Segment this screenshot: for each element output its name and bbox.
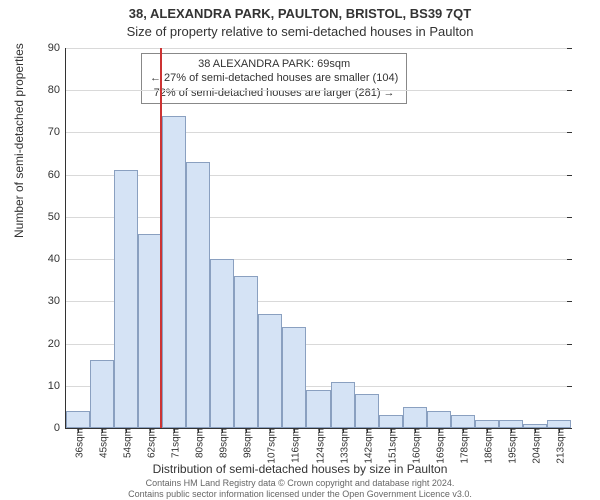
y-tick-label: 30 [48, 295, 66, 307]
x-tick-label: 195sqm [503, 428, 518, 464]
x-tick-mark [222, 428, 223, 433]
annotation-line-2: ← 27% of semi-detached houses are smalle… [150, 71, 398, 85]
x-tick-label: 151sqm [383, 428, 398, 464]
footer-line-2: Contains public sector information licen… [0, 489, 600, 500]
bar [258, 314, 282, 428]
y-tick-mark [567, 217, 572, 218]
x-tick-mark [102, 428, 103, 433]
x-tick-mark [294, 428, 295, 433]
y-tick-mark [567, 90, 572, 91]
x-tick-mark [150, 428, 151, 433]
x-tick-mark [319, 428, 320, 433]
y-tick-label: 40 [48, 253, 66, 265]
bar [66, 411, 90, 428]
bar [427, 411, 451, 428]
x-tick-label: 116sqm [287, 428, 302, 463]
bar [451, 415, 475, 428]
bar [138, 234, 162, 428]
x-tick-mark [270, 428, 271, 433]
x-tick-mark [511, 428, 512, 433]
grid-line [66, 132, 571, 133]
y-tick-label: 10 [48, 380, 66, 392]
annotation-line-3: 72% of semi-detached houses are larger (… [150, 86, 398, 100]
y-tick-mark [567, 428, 572, 429]
x-tick-mark [174, 428, 175, 433]
bar [306, 390, 330, 428]
x-tick-label: 107sqm [263, 428, 278, 464]
chart-title-2: Size of property relative to semi-detach… [0, 24, 600, 39]
y-tick-label: 70 [48, 126, 66, 138]
bar [499, 420, 523, 428]
plot-area: 38 ALEXANDRA PARK: 69sqm ← 27% of semi-d… [65, 48, 571, 429]
bar [547, 420, 571, 428]
grid-line [66, 90, 571, 91]
x-tick-mark [559, 428, 560, 433]
y-tick-mark [567, 132, 572, 133]
grid-line [66, 48, 571, 49]
x-tick-mark [535, 428, 536, 433]
bar [162, 116, 186, 428]
annotation-box: 38 ALEXANDRA PARK: 69sqm ← 27% of semi-d… [141, 53, 407, 104]
chart-title-1: 38, ALEXANDRA PARK, PAULTON, BRISTOL, BS… [0, 6, 600, 21]
bar [355, 394, 379, 428]
x-tick-mark [246, 428, 247, 433]
y-tick-label: 90 [48, 42, 66, 54]
x-tick-mark [126, 428, 127, 433]
x-tick-mark [367, 428, 368, 433]
bar [234, 276, 258, 428]
bar [282, 327, 306, 428]
y-tick-mark [567, 48, 572, 49]
x-tick-label: 213sqm [551, 428, 566, 464]
x-tick-mark [343, 428, 344, 433]
y-axis-label: Number of semi-detached properties [12, 43, 26, 238]
x-tick-mark [439, 428, 440, 433]
x-tick-label: 204sqm [527, 428, 542, 464]
x-tick-mark [463, 428, 464, 433]
footer-line-1: Contains HM Land Registry data © Crown c… [0, 478, 600, 489]
bar [379, 415, 403, 428]
y-tick-mark [567, 301, 572, 302]
chart-container: 38, ALEXANDRA PARK, PAULTON, BRISTOL, BS… [0, 0, 600, 500]
x-tick-mark [78, 428, 79, 433]
footer: Contains HM Land Registry data © Crown c… [0, 478, 600, 500]
bar [403, 407, 427, 428]
y-tick-label: 50 [48, 211, 66, 223]
x-tick-label: 160sqm [407, 428, 422, 464]
x-tick-mark [487, 428, 488, 433]
y-tick-mark [567, 175, 572, 176]
bar [331, 382, 355, 428]
y-tick-label: 0 [54, 422, 66, 434]
bar [186, 162, 210, 428]
y-tick-mark [567, 386, 572, 387]
x-tick-mark [391, 428, 392, 433]
grid-line [66, 175, 571, 176]
x-tick-label: 142sqm [359, 428, 374, 464]
x-tick-label: 186sqm [479, 428, 494, 464]
x-tick-label: 133sqm [335, 428, 350, 464]
y-tick-mark [567, 259, 572, 260]
x-tick-mark [198, 428, 199, 433]
x-tick-label: 124sqm [311, 428, 326, 464]
x-tick-label: 169sqm [431, 428, 446, 464]
bar [90, 360, 114, 428]
y-tick-label: 80 [48, 84, 66, 96]
x-tick-mark [415, 428, 416, 433]
x-axis-label: Distribution of semi-detached houses by … [0, 462, 600, 476]
grid-line [66, 217, 571, 218]
y-tick-mark [567, 344, 572, 345]
bar [475, 420, 499, 428]
x-tick-label: 178sqm [455, 428, 470, 464]
bar [114, 170, 138, 428]
bar [210, 259, 234, 428]
annotation-line-1: 38 ALEXANDRA PARK: 69sqm [150, 57, 398, 71]
y-tick-label: 20 [48, 338, 66, 350]
marker-line [160, 48, 162, 428]
y-tick-label: 60 [48, 169, 66, 181]
